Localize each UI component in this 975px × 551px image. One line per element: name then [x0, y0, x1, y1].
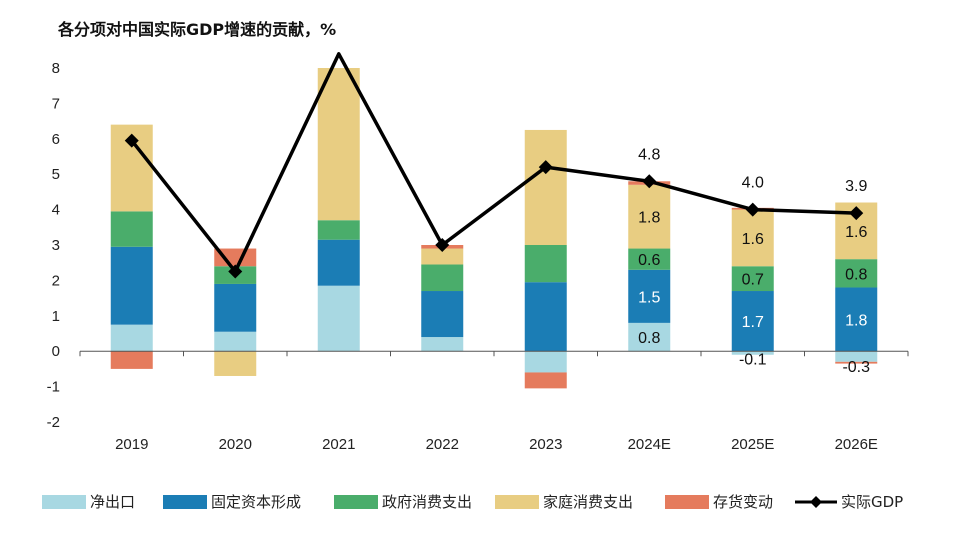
bar-segment [628, 322, 671, 352]
data-label-layer: 0.8 1.5 0.6 1.8 4.8 -0.1 1.7 0.7 1.6 4.0 -0.3 1.8 0.… [638, 146, 870, 376]
bar-layer [110, 68, 878, 389]
legend-label: 实际GDP [841, 493, 903, 511]
legend-line-marker [810, 496, 822, 508]
bar-segment [524, 282, 567, 352]
bar-segment [421, 291, 464, 338]
x-tick-label: 2020 [219, 436, 252, 453]
legend-swatch [334, 495, 378, 509]
bar-segment [835, 361, 878, 364]
gdp-point [538, 160, 553, 175]
bar-segment [317, 285, 360, 352]
bar-segment [628, 269, 671, 323]
legend: 净出口 固定资本形成 政府消费支出 家庭消费支出 存货变动 实际GDP [42, 493, 903, 511]
y-tick-label: 8 [52, 60, 60, 77]
y-tick-label: 7 [52, 95, 60, 112]
bar-segment [524, 245, 567, 283]
y-tick-label: 3 [52, 237, 60, 254]
bar-segment [524, 129, 567, 245]
y-tick-label: 4 [52, 202, 60, 219]
data-label: 0.6 [638, 252, 660, 269]
gdp-point [745, 202, 760, 217]
gdp-point [228, 264, 243, 279]
data-label: 1.5 [638, 289, 660, 306]
bar-segment [628, 248, 671, 270]
data-label: 4.8 [638, 146, 660, 163]
legend-swatch [163, 495, 207, 509]
data-label: 1.8 [845, 312, 867, 329]
gdp-point [849, 206, 864, 221]
bar-segment [421, 264, 464, 292]
bar-segment [214, 351, 257, 376]
x-tick-label: 2024E [628, 436, 671, 453]
legend-label: 政府消费支出 [382, 493, 472, 511]
bar-segment [835, 287, 878, 352]
y-tick-label: 6 [52, 131, 60, 148]
data-label: 4.0 [742, 175, 764, 192]
legend-label: 固定资本形成 [211, 493, 301, 511]
bar-segment [524, 351, 567, 373]
bar-segment [421, 337, 464, 352]
data-label: -0.1 [739, 352, 767, 369]
chart-title: 各分项对中国实际GDP增速的贡献，% [58, 20, 337, 39]
bar-segment [628, 184, 671, 249]
x-tick-label: 2026E [835, 436, 878, 453]
bar-segment [524, 372, 567, 389]
legend-swatch [495, 495, 539, 509]
bar-segment [731, 266, 774, 292]
gdp-line-layer [124, 52, 864, 279]
bar-segment [421, 248, 464, 265]
gdp-point [435, 238, 450, 252]
bar-segment [317, 220, 360, 240]
bar-segment [317, 239, 360, 286]
data-label: 1.7 [742, 314, 764, 331]
gdp-point [642, 174, 657, 189]
y-tick-label: 0 [52, 343, 60, 360]
x-tick-label: 2025E [731, 436, 774, 453]
bar-segment [835, 259, 878, 288]
x-tick-label: 2022 [426, 436, 459, 453]
bar-segment [317, 68, 360, 221]
legend-label: 家庭消费支出 [543, 493, 633, 511]
bar-segment [214, 283, 257, 332]
bar-segment [731, 291, 774, 352]
data-label: 1.6 [742, 231, 764, 248]
bar-segment [110, 246, 153, 325]
data-label: 0.7 [742, 272, 764, 289]
legend-label: 存货变动 [713, 493, 773, 511]
gdp-line [130, 52, 857, 274]
bar-segment [110, 351, 153, 369]
data-label: 1.8 [638, 210, 660, 227]
bar-segment [110, 324, 153, 352]
data-label: -0.3 [842, 359, 870, 376]
y-tick-label: -1 [47, 379, 60, 396]
data-label: 0.8 [845, 266, 867, 283]
y-tick-label: 5 [52, 166, 60, 183]
data-label: 1.6 [845, 224, 867, 241]
bar-segment [731, 351, 774, 355]
legend-label: 净出口 [90, 493, 135, 511]
x-tick-label: 2021 [322, 436, 355, 453]
data-label: 0.8 [638, 330, 660, 347]
x-tick-label: 2023 [529, 436, 562, 453]
legend-swatch [42, 495, 86, 509]
axis-layer: -2 -1 0 1 2 3 4 5 6 7 8 2019 2020 2021 2022 2023 2024E 20… [47, 60, 909, 453]
gdp-point [124, 133, 139, 148]
data-label: 3.9 [845, 178, 867, 195]
bar-segment [110, 211, 153, 247]
x-tick-label: 2019 [115, 436, 148, 453]
bar-segment [731, 209, 774, 267]
y-tick-label: 2 [52, 272, 60, 289]
legend-swatch [665, 495, 709, 509]
y-tick-label: -2 [47, 414, 60, 431]
bar-segment [214, 331, 257, 352]
y-tick-label: 1 [52, 308, 60, 325]
bar-segment [835, 351, 878, 362]
